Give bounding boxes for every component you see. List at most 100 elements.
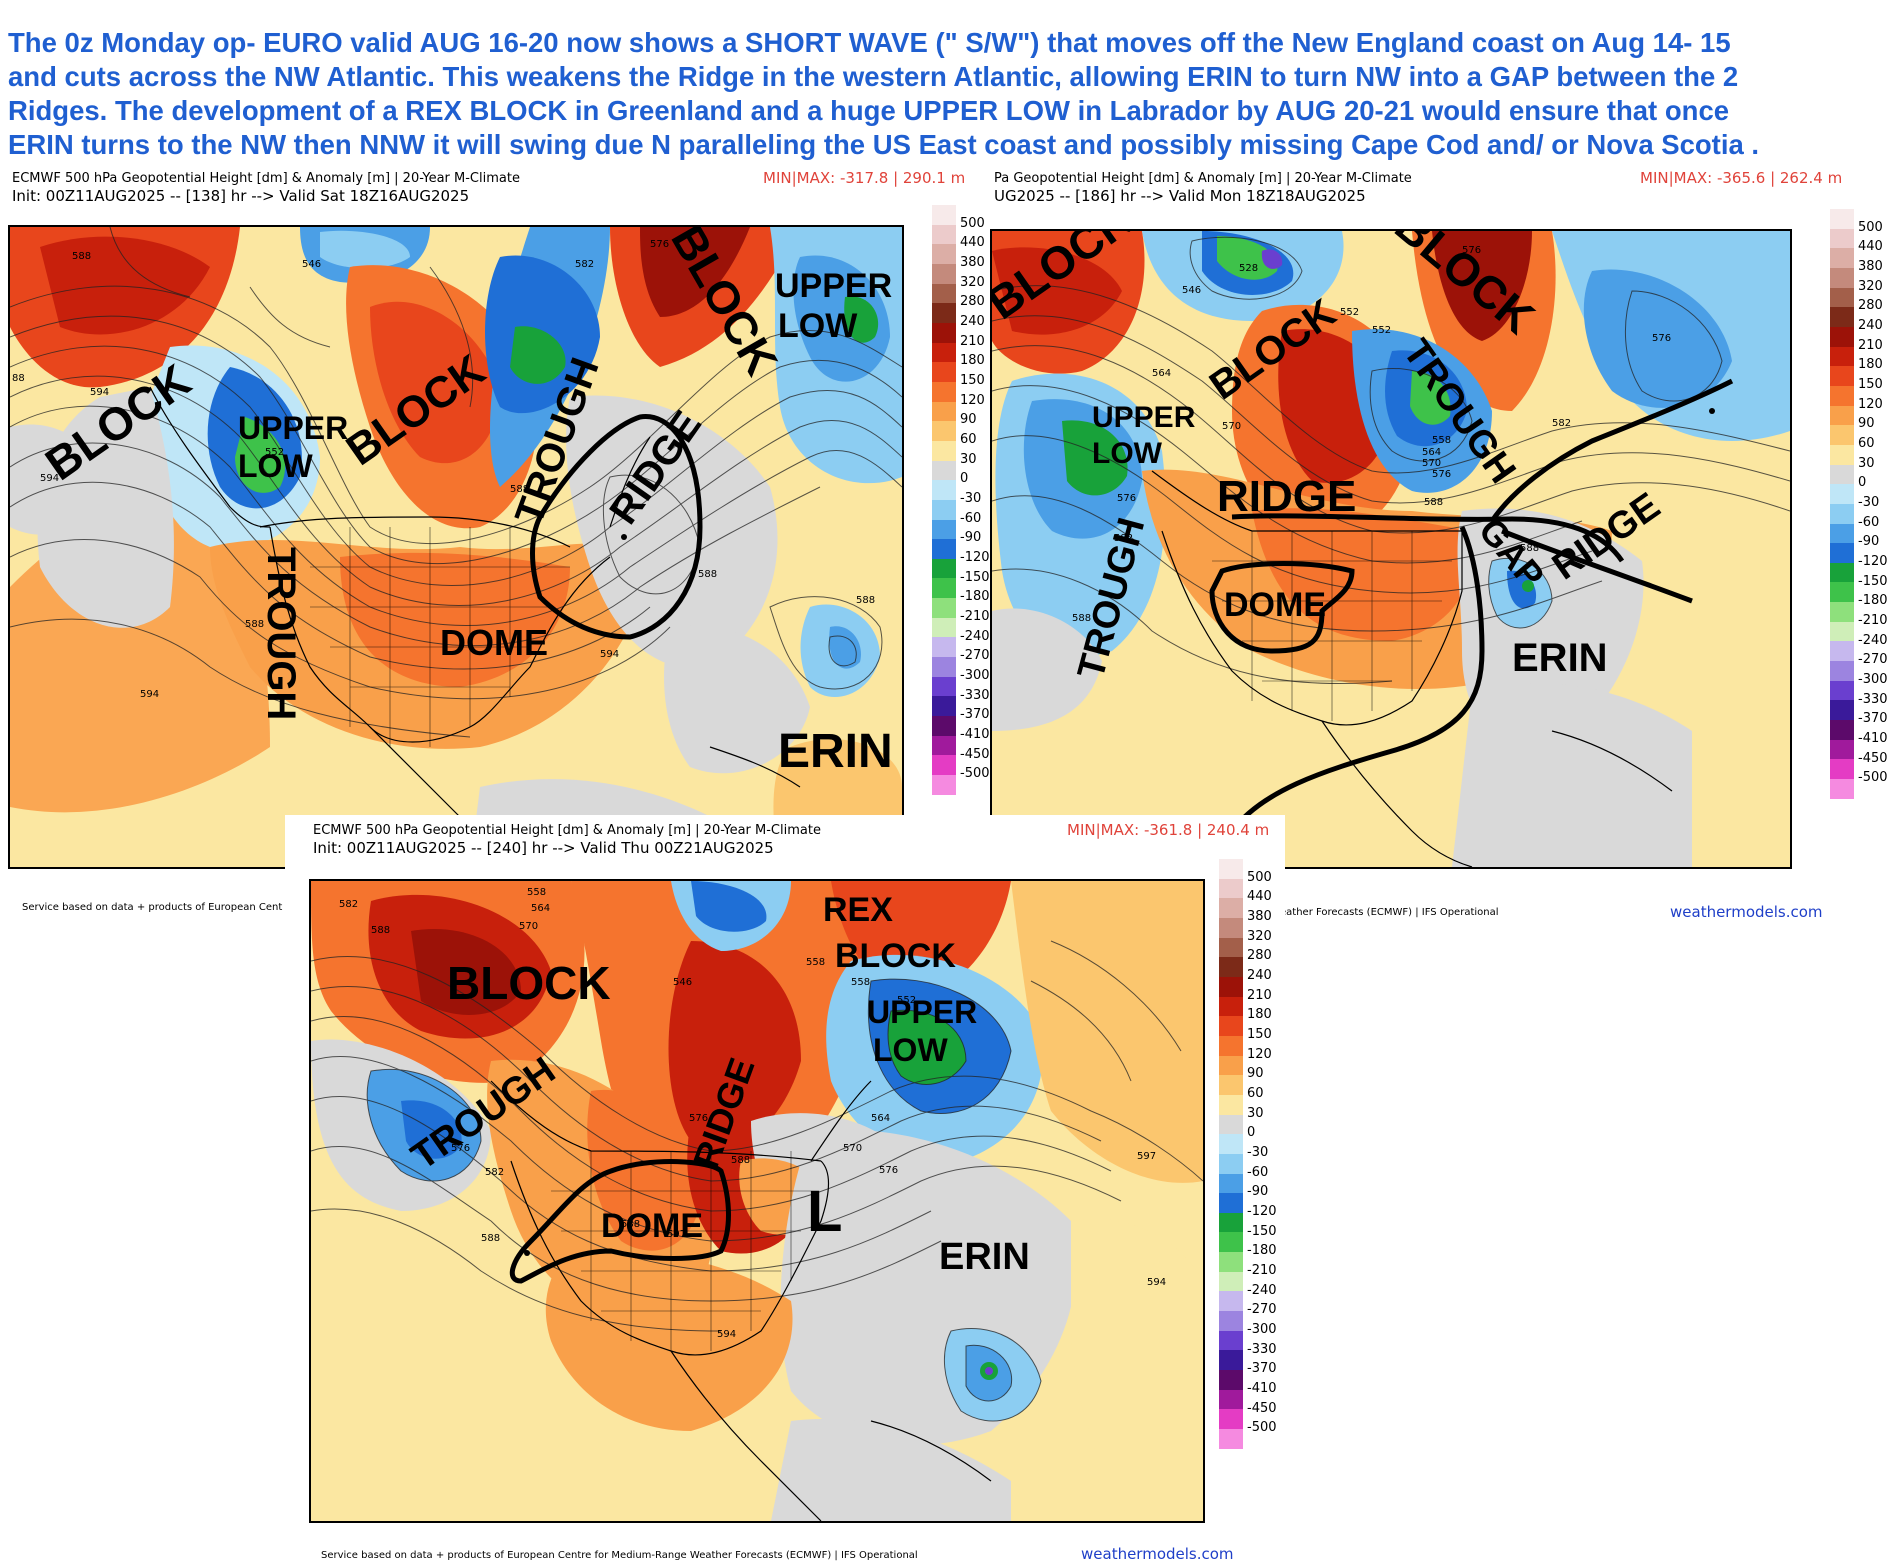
colorbar-tick-label: 0 [1858, 475, 1867, 491]
colorbar-tick-label: 380 [1858, 259, 1883, 274]
geopotential-map: 582 588 558 564 570 546 558 558 552 576 … [311, 881, 1203, 1521]
colorbar-swatch [1830, 405, 1854, 426]
contour-label: 570 [1222, 421, 1241, 432]
colorbar-swatch [1219, 1429, 1243, 1449]
contour-label: 576 [1652, 333, 1671, 344]
panel-footer: Service based on data + products of Euro… [22, 902, 283, 913]
colorbar-tick-label: -90 [960, 530, 982, 546]
contour-label: 582 [1552, 418, 1571, 429]
contour-label: 597 [667, 1229, 686, 1240]
contour-label: 564 [1422, 447, 1441, 458]
contour-label: 546 [1182, 285, 1201, 296]
colorbar-swatch [932, 421, 956, 441]
colorbar [932, 205, 956, 795]
colorbar-tick-label: 120 [960, 392, 985, 408]
colorbar-swatch [932, 224, 956, 245]
colorbar-tick-label: 440 [960, 235, 985, 251]
colorbar-swatch [1830, 326, 1854, 347]
colorbar-swatch [932, 205, 956, 225]
colorbar-tick-label: -210 [1858, 613, 1888, 628]
contour-label: 594 [717, 1329, 736, 1340]
map-annotation: RIDGE [1217, 472, 1356, 521]
contour-label: 558 [851, 977, 870, 988]
colorbar-swatch [1219, 1330, 1243, 1351]
colorbar-swatch [1219, 1232, 1243, 1253]
colorbar-swatch [932, 244, 956, 264]
colorbar-tick-label: 30 [1247, 1105, 1264, 1121]
colorbar-swatch [1219, 859, 1243, 879]
colorbar-tick-label: -210 [960, 609, 990, 624]
contour-label: 528 [1239, 263, 1258, 274]
panel-title: Pa Geopotential Height [dm] & Anomaly [m… [994, 171, 1412, 186]
map-annotation: TROUGH [259, 547, 303, 720]
geopotential-map: 528 546 552 576 552 576 564 570 576 582 … [992, 231, 1790, 867]
contour-label: 588 [1072, 613, 1091, 624]
contour-label: 588 [72, 251, 91, 262]
colorbar-swatch [1219, 1271, 1243, 1292]
colorbar-swatch [932, 696, 956, 717]
contour-label: 564 [1152, 368, 1171, 379]
colorbar-tick-label: -240 [1247, 1282, 1277, 1298]
contour-label: 588 [856, 595, 875, 606]
contour-label: 588 [731, 1155, 750, 1166]
colorbar-tick-label: 210 [1858, 337, 1883, 353]
colorbar-swatch [1219, 1055, 1243, 1076]
colorbar-swatch [1219, 1173, 1243, 1194]
contour-label: 570 [1422, 458, 1441, 469]
colorbar-swatch [1830, 661, 1854, 681]
colorbar-tick-label: 180 [1247, 1007, 1272, 1023]
map-annotation: UPPER [238, 410, 348, 446]
contour-label: 582 [339, 899, 358, 910]
contour-label: 552 [897, 995, 916, 1006]
colorbar-swatch [932, 755, 956, 776]
colorbar-tick-label: 30 [1858, 455, 1875, 471]
panel-minmax: MIN|MAX: -361.8 | 240.4 m [1067, 821, 1270, 839]
contour-label: 552 [1372, 325, 1391, 336]
watermark: weathermodels.com [1670, 903, 1823, 921]
colorbar-swatch [1830, 444, 1854, 465]
colorbar-tick-label: 240 [960, 314, 985, 329]
colorbar-swatch [1830, 562, 1854, 583]
map-annotation: LOW [778, 307, 858, 345]
colorbar-tick-label: -330 [1247, 1341, 1277, 1357]
colorbar-swatches [1830, 209, 1854, 799]
colorbar-tick-label: 320 [1247, 928, 1272, 944]
contour-label: 576 [1117, 493, 1136, 504]
contour-label: 576 [689, 1113, 708, 1124]
colorbar-swatch [932, 499, 956, 520]
colorbar-tick-label: 150 [1247, 1027, 1272, 1042]
headline-line: Ridges. The development of a REX BLOCK i… [8, 95, 1730, 126]
colorbar-swatch [1830, 385, 1854, 406]
contour-label: 546 [302, 259, 321, 270]
colorbar-swatch [1219, 937, 1243, 958]
colorbar-tick-label: 500 [1858, 219, 1883, 235]
panel-footer: Service based on data + products of Euro… [321, 1550, 918, 1561]
map-frame: 528 546 552 576 552 576 564 570 576 582 … [990, 229, 1792, 869]
colorbar-swatch [1830, 543, 1854, 563]
colorbar-tick-label: -150 [1858, 573, 1888, 589]
map-annotation: UPPER [775, 267, 892, 305]
colorbar-tick-label: -90 [1858, 534, 1880, 550]
contour-label: 588 [371, 925, 390, 936]
colorbar-swatch [1219, 976, 1243, 997]
contour-label: 576 [451, 1143, 470, 1154]
contour-label: 588 [1520, 543, 1539, 554]
panel-minmax: MIN|MAX: -365.6 | 262.4 m [1640, 169, 1843, 187]
map-annotation: LOW [873, 1032, 948, 1068]
map-annotation: BLOCK [835, 937, 956, 975]
colorbar-swatch [1219, 1350, 1243, 1371]
map-annotation: DOME [440, 622, 548, 663]
map-annotation: UPPER [1092, 401, 1196, 434]
contour-label: 588 [245, 619, 264, 630]
colorbar-tick-label: 210 [960, 333, 985, 349]
map-annotation: L [807, 1179, 842, 1244]
colorbar-swatch [1830, 366, 1854, 386]
colorbar-tick-label: -410 [1858, 731, 1888, 746]
colorbar-tick-label: 380 [1247, 909, 1272, 924]
colorbar-labels: 500 440 380 320 280 240 210 180 150 120 90 60 30 0 -30… [1247, 859, 1285, 1449]
colorbar-swatch [1219, 1389, 1243, 1410]
colorbar-tick-label: -30 [1247, 1145, 1269, 1160]
colorbar-swatch [1830, 759, 1854, 780]
colorbar-swatch [932, 598, 956, 618]
colorbar-tick-label: -410 [960, 727, 990, 742]
